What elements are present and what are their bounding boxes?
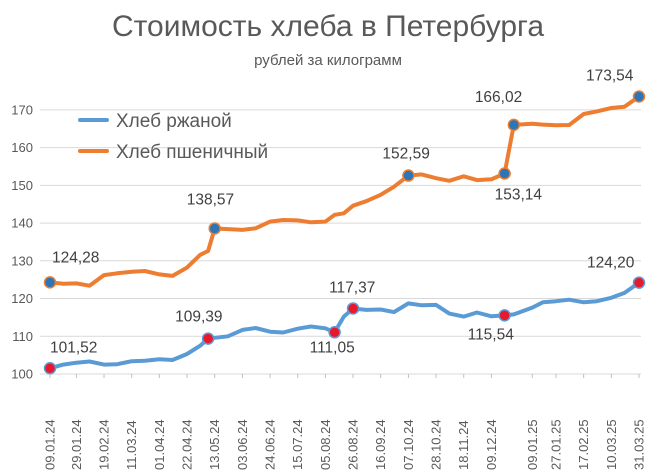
data-label: 138,57 (187, 191, 234, 208)
highlight-marker (498, 309, 511, 322)
highlight-marker (632, 90, 646, 103)
legend: Хлеб ржаной Хлеб пшеничный (78, 111, 268, 163)
y-tick-label: 140 (11, 216, 33, 231)
data-label: 101,52 (50, 339, 97, 356)
y-tick-label: 130 (11, 253, 33, 268)
y-tick-label: 160 (11, 140, 33, 155)
legend-label: Хлеб пшеничный (116, 142, 268, 163)
x-tick-label: 18.11.24 (456, 420, 471, 470)
data-label: 153,14 (495, 186, 543, 203)
x-tick-label: 09.01.25 (525, 419, 540, 470)
highlight-marker (507, 118, 521, 132)
data-label: 152,59 (382, 146, 429, 163)
x-tick-label: 10.03.25 (604, 419, 619, 470)
x-tick-label: 26.08.24 (346, 419, 361, 470)
x-tick-label: 28.10.24 (429, 419, 444, 470)
y-tick-label: 110 (12, 329, 33, 344)
legend-label: Хлеб ржаной (116, 111, 232, 132)
highlight-marker (402, 169, 415, 182)
highlight-marker (346, 302, 360, 315)
series-lines (48, 94, 641, 371)
x-tick-label: 15.07.24 (290, 419, 305, 470)
data-label: 111,05 (310, 339, 355, 356)
y-tick-label: 120 (11, 291, 33, 306)
highlight-marker (201, 332, 215, 345)
x-tick-label: 09.01.24 (43, 419, 58, 470)
x-tick-label: 29.01.24 (69, 419, 84, 470)
data-label: 124,20 (587, 255, 635, 272)
series-line (48, 280, 641, 371)
x-tick-label: 17.02.25 (576, 419, 591, 470)
x-tick-label: 22.04.24 (180, 419, 195, 470)
data-label: 115,54 (468, 326, 515, 343)
x-tick-label: 19.02.24 (97, 419, 112, 470)
y-tick-label: 100 (11, 367, 33, 382)
x-tick-label: 07.10.24 (401, 419, 416, 470)
highlight-markers (43, 90, 646, 375)
data-label: 109,39 (175, 309, 222, 326)
highlight-marker (43, 276, 57, 289)
highlight-marker (43, 362, 57, 375)
gridlines (40, 109, 641, 375)
x-axis-ticks: 09.01.24 29.01.24 19.02.24 11.03.24 01.04.24… (43, 374, 647, 470)
x-tick-label: 24.06.24 (263, 419, 278, 470)
x-tick-label: 13.05.24 (207, 419, 222, 470)
data-label: 173,54 (586, 68, 634, 85)
y-tick-label: 170 (11, 102, 33, 117)
x-tick-label: 11.03.24 (124, 420, 139, 470)
x-tick-label: 27.01.25 (548, 419, 563, 470)
x-tick-label: 03.06.24 (235, 419, 250, 470)
data-label: 166,02 (475, 89, 522, 106)
highlight-marker (328, 326, 341, 339)
y-tick-label: 150 (11, 178, 33, 193)
series-line (48, 94, 641, 288)
data-label: 124,28 (52, 249, 99, 266)
x-tick-label: 16.09.24 (373, 419, 388, 470)
x-tick-label: 09.12.24 (484, 419, 499, 470)
chart-title: Стоимость хлеба в Петербурга (111, 10, 545, 43)
data-label: 117,37 (329, 279, 375, 296)
highlight-marker (208, 222, 221, 235)
x-tick-label: 01.04.24 (152, 419, 167, 470)
highlight-marker (632, 276, 646, 289)
x-tick-label: 05.08.24 (318, 419, 333, 470)
y-axis-ticks: 100 110 120 130 140 150 160 170 (11, 102, 33, 381)
chart-subtitle: рублей за килограмм (254, 52, 402, 69)
data-labels: 101,52 109,39 111,05 117,37 115,54 124,20 124,… (50, 68, 635, 357)
x-tick-label: 31.03.25 (632, 419, 647, 470)
highlight-marker (498, 167, 511, 180)
